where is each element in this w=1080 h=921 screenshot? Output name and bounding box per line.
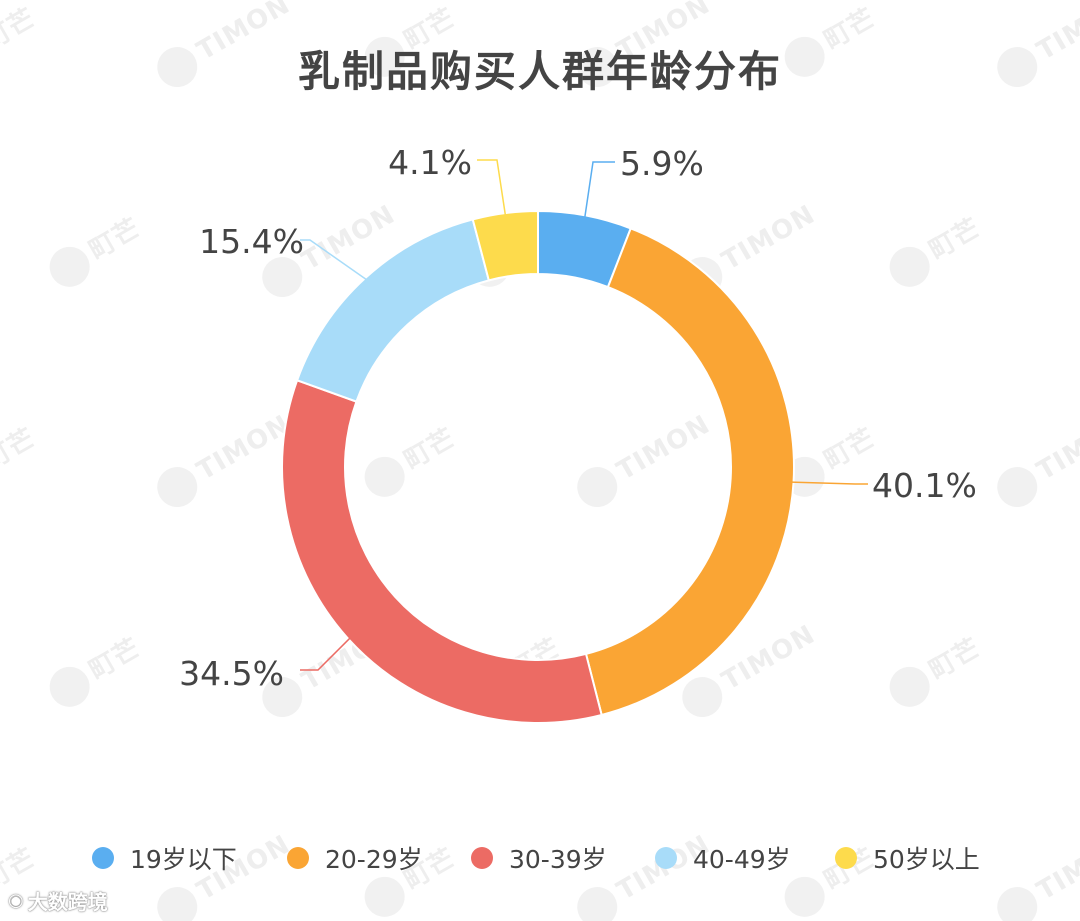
legend-label: 30-39岁 [509, 845, 607, 874]
weibo-icon: ◉ [8, 890, 24, 911]
legend-label: 19岁以下 [130, 845, 237, 874]
legend-label: 20-29岁 [325, 845, 423, 874]
brand-watermark: ◉ 大数跨境 [8, 886, 108, 915]
data-label: 4.1% [388, 143, 472, 182]
legend-item: 19岁以下 [92, 838, 237, 878]
legend-item: 30-39岁 [471, 838, 607, 878]
data-label: 15.4% [199, 222, 304, 261]
legend-swatch [835, 847, 857, 869]
legend-item: 20-29岁 [287, 838, 423, 878]
leader-line [584, 161, 615, 218]
brand-text: 大数跨境 [27, 890, 108, 914]
legend-label: 50岁以上 [873, 845, 980, 874]
donut-slice [471, 209, 539, 282]
chart-legend: 19岁以下 20-29岁 30-39岁 40-49岁 50岁以上 [0, 838, 1080, 878]
data-label: 40.1% [872, 466, 977, 505]
leader-line [300, 239, 367, 281]
legend-swatch [471, 847, 493, 869]
donut-slice [584, 227, 795, 717]
legend-item: 40-49岁 [655, 838, 791, 878]
legend-label: 40-49岁 [693, 845, 791, 874]
legend-item: 50岁以上 [835, 838, 980, 878]
donut-slice [295, 218, 491, 403]
data-label: 34.5% [179, 654, 284, 693]
chart-title: 乳制品购买人群年龄分布 [297, 47, 782, 96]
leader-line [300, 637, 351, 671]
leader-line [791, 481, 868, 485]
legend-swatch [92, 847, 114, 869]
leader-line [477, 159, 507, 216]
donut-slice [281, 379, 603, 724]
data-label: 5.9% [620, 144, 704, 183]
legend-swatch [287, 847, 309, 869]
legend-swatch [655, 847, 677, 869]
